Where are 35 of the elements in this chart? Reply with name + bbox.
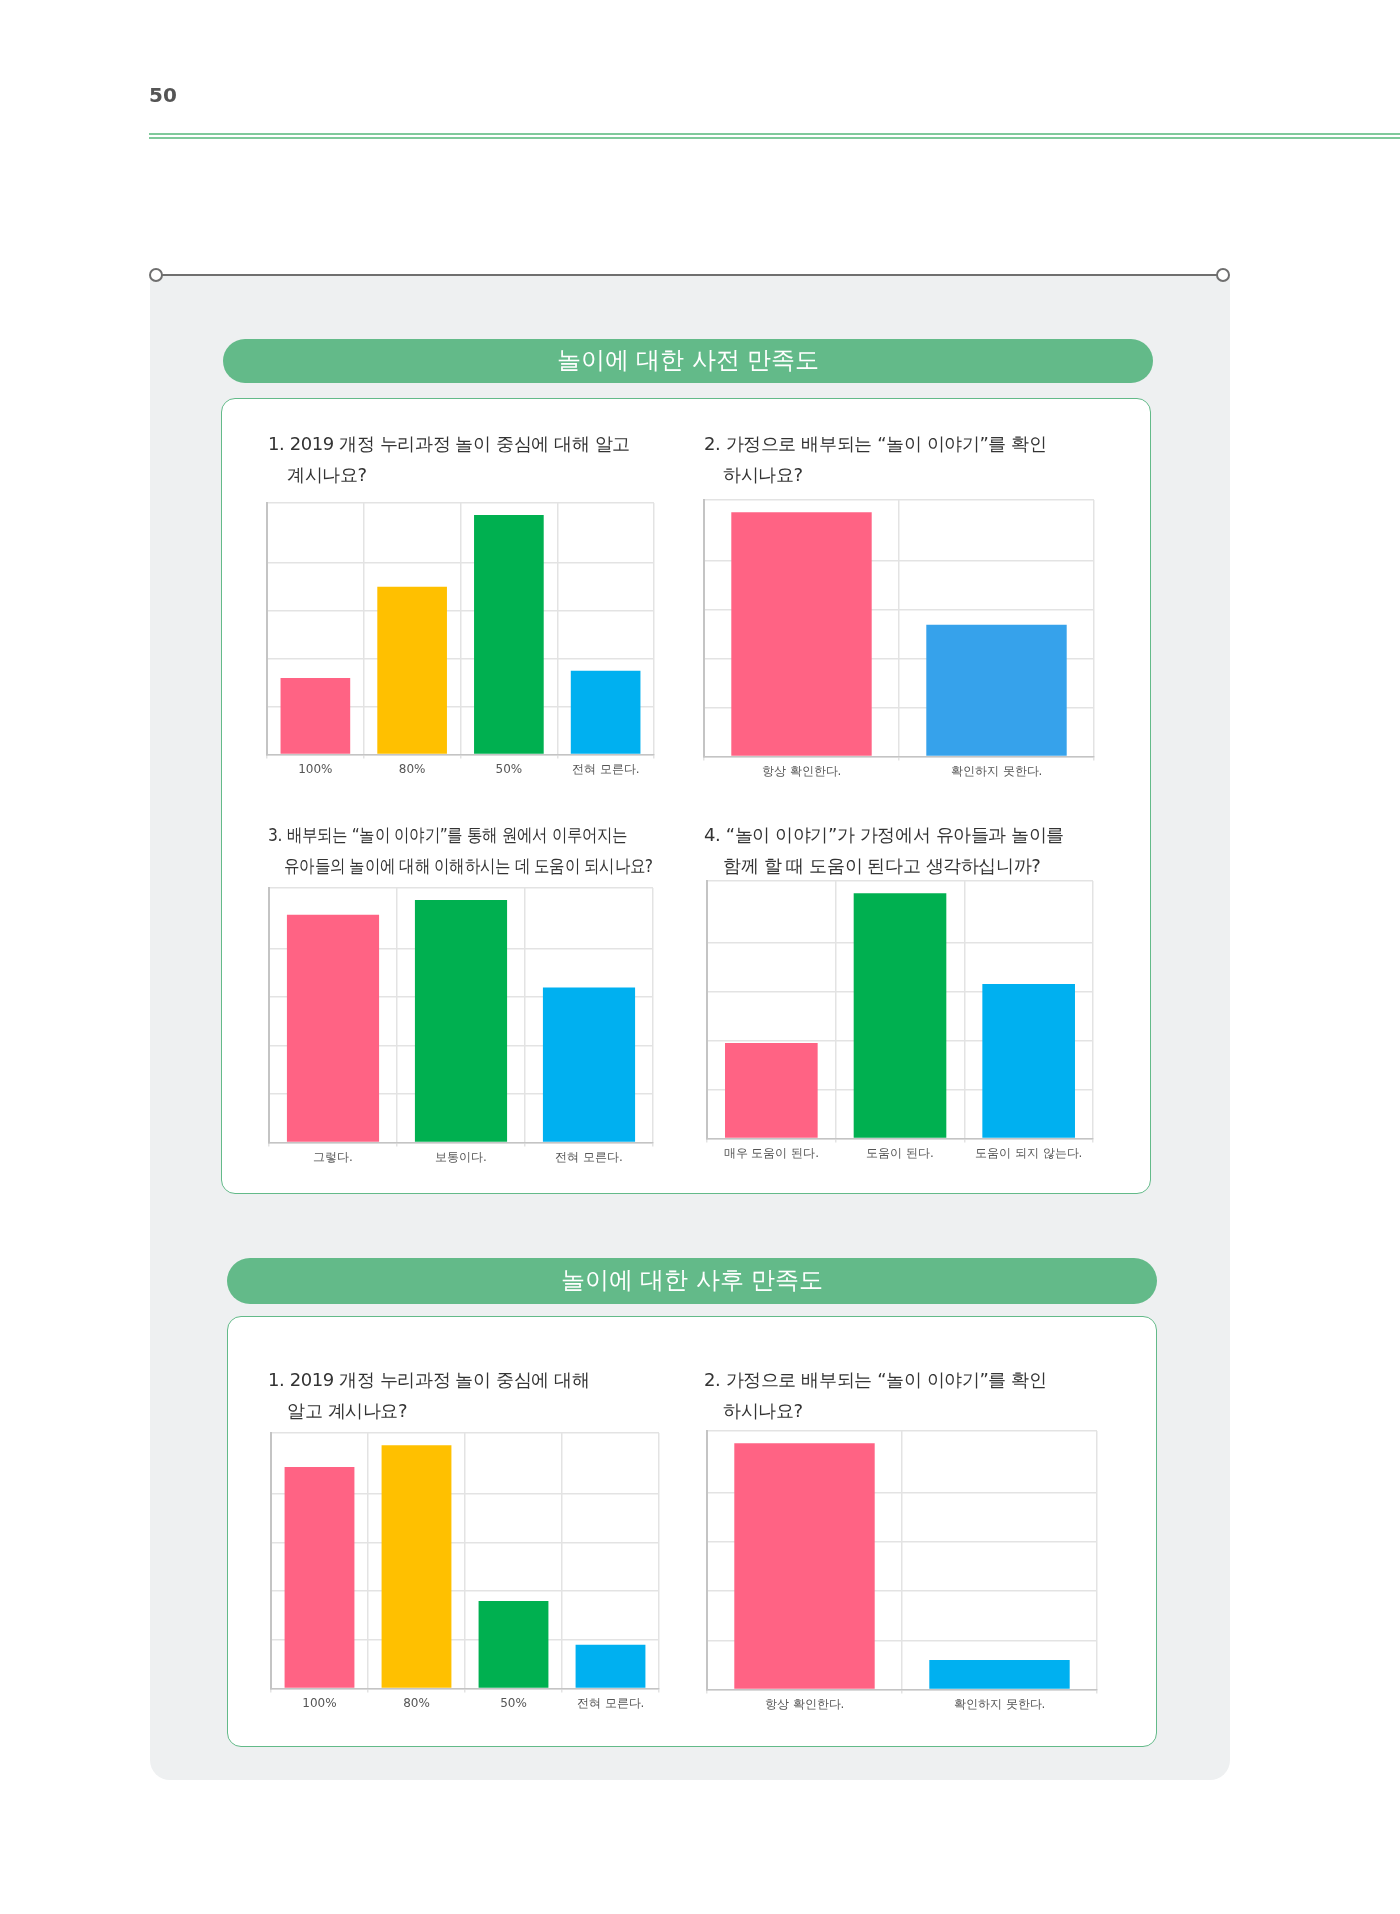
chart-title: 2. 가정으로 배부되는 “놀이 이야기”를 확인 하시나요? [704,432,1047,487]
x-tick-label: 전혀 모른다. [576,1695,645,1710]
x-tick-label: 확인하지 못한다. [950,763,1043,778]
bar [570,670,641,754]
x-tick-label: 50% [500,1695,527,1710]
bar [284,1467,355,1688]
bar [280,677,351,754]
chart-title: 4. “놀이 이야기”가 가정에서 유아들과 놀이를 함께 할 때 도움이 된다고 생각하십니까? [704,823,1065,878]
chart-subtitle: 놀이에 대한 사후 만족도 [559,1265,825,1295]
chart-title: 1. 2019 개정 누리과정 놀이 중심에 대해 알고 계시나요? [268,1368,590,1423]
chart-subtitle: 놀이에 대한 사전 만족도 [555,345,821,375]
chart-title: 2. 가정으로 배부되는 “놀이 이야기”를 확인 하시나요? [704,1368,1047,1423]
bar [377,586,447,754]
x-tick-label: 전혀 모른다. [571,761,640,776]
x-tick-label: 매우 도움이 된다. [723,1145,820,1160]
x-tick-label: 50% [495,761,523,776]
bar [381,1445,452,1688]
x-tick-label: 도움이 된다. [866,1145,934,1160]
x-tick-label: 80% [403,1695,430,1710]
x-tick-label: 항상 확인한다. [764,1696,845,1711]
x-tick-label: 100% [302,1695,337,1710]
x-tick-label: 보통이다. [435,1149,487,1164]
x-tick-label: 전혀 모른다. [555,1149,623,1164]
x-tick-label: 그렇다. [313,1149,353,1164]
x-tick-label: 항상 확인한다. [761,763,842,778]
text: 50 [149,83,177,107]
bar [478,1600,549,1688]
bar [575,1644,646,1688]
chart-title: 3. 배부되는 “놀이 이야기”를 통해 원에서 이루어지는 유아들의 놀이에 대해 이해하시는 데 도움이 되시나요? [268,823,653,878]
x-tick-label: 확인하지 못한다. [953,1696,1046,1711]
x-tick-label: 100% [298,761,333,776]
x-tick-label: 80% [398,761,426,776]
x-tick-label: 도움이 되지 않는다. [974,1145,1083,1160]
bar [474,514,544,754]
chart-title: 1. 2019 개정 누리과정 놀이 중심에 대해 알고 계시나요? [268,432,630,487]
